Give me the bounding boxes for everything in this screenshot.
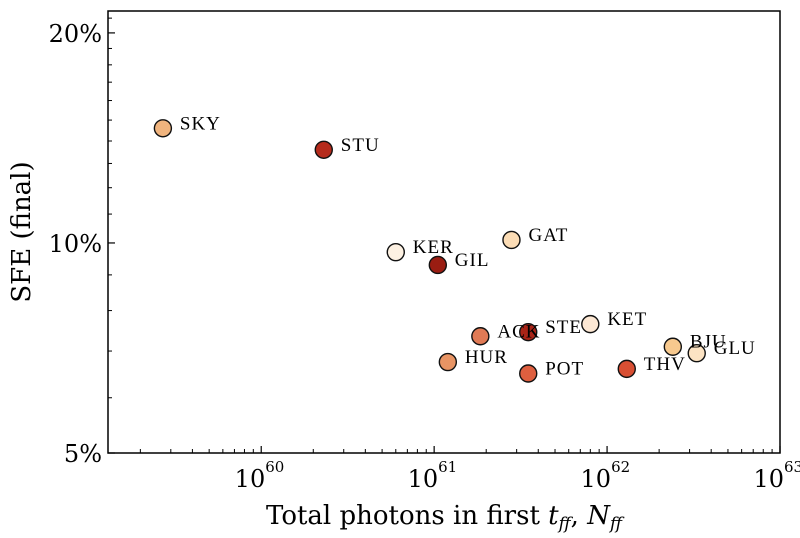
data-point-ker xyxy=(386,242,405,262)
point-label-ket: KET xyxy=(607,309,647,330)
data-point-glu xyxy=(687,344,706,363)
data-point-hur xyxy=(438,352,458,372)
x-tick-exponent: 60 xyxy=(265,458,284,476)
x-axis-title: Total photons in first tff, Nff xyxy=(266,501,625,534)
point-label-bju: BJU xyxy=(690,332,727,353)
point-label-thv: THV xyxy=(644,354,686,375)
point-label-ker: KER xyxy=(413,237,454,258)
x-tick-exponent: 63 xyxy=(784,458,800,476)
y-tick-label: 10% xyxy=(49,230,102,258)
axis-ticks: 10 60 10 61 10 62 10 635%10%20% xyxy=(49,17,800,493)
data-point-stu xyxy=(314,140,333,159)
point-label-sky: SKY xyxy=(180,113,221,134)
point-label-gil: GIL xyxy=(455,250,490,271)
point-label-hur: HUR xyxy=(465,347,508,368)
data-point-ket xyxy=(581,314,600,334)
plot-frame xyxy=(107,10,781,454)
point-label-ack: ACK xyxy=(497,321,540,342)
data-point-ste xyxy=(519,322,538,342)
data-point-bju xyxy=(663,337,683,356)
y-tick-label: 20% xyxy=(49,20,102,48)
point-label-ste: STE xyxy=(545,317,582,338)
data-point-pot xyxy=(519,364,538,383)
x-tick-exponent: 61 xyxy=(438,458,457,476)
data-point-gil xyxy=(428,255,448,275)
data-point-thv xyxy=(617,359,636,379)
point-label-stu: STU xyxy=(341,135,380,156)
data-points xyxy=(153,119,706,383)
x-tick-label: 10 xyxy=(581,465,612,493)
x-tick-label: 10 xyxy=(408,465,439,493)
data-point-sky xyxy=(153,119,173,138)
data-point-ack xyxy=(471,327,490,346)
x-tick-label: 10 xyxy=(235,465,266,493)
point-label-gat: GAT xyxy=(528,225,568,246)
x-tick-exponent: 62 xyxy=(611,458,630,476)
point-label-pot: POT xyxy=(545,358,584,379)
x-tick-label: 10 xyxy=(753,465,784,493)
point-label-glu: GLU xyxy=(714,338,756,359)
y-tick-label: 5% xyxy=(64,440,102,468)
data-point-gat xyxy=(502,230,521,250)
y-axis-title: SFE (final) xyxy=(7,161,37,302)
